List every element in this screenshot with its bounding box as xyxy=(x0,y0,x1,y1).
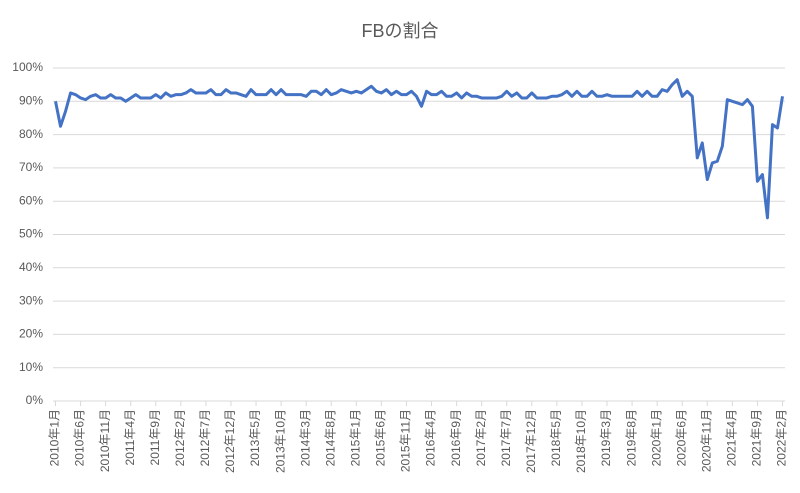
y-tick-label: 70% xyxy=(19,160,43,174)
x-tick-label: 2016年9月 xyxy=(449,409,463,466)
x-tick-label: 2019年8月 xyxy=(624,409,638,466)
y-tick-label: 30% xyxy=(19,293,43,307)
chart-title: FBの割合 xyxy=(361,21,438,41)
x-tick-label: 2019年3月 xyxy=(599,409,613,466)
x-tick-label: 2017年2月 xyxy=(474,409,488,466)
y-tick-label: 90% xyxy=(19,93,43,107)
x-tick-label: 2017年12月 xyxy=(524,409,538,473)
x-tick-label: 2016年4月 xyxy=(424,409,438,466)
x-tick-label: 2010年6月 xyxy=(73,409,87,466)
x-tick-label: 2017年7月 xyxy=(499,409,513,466)
y-tick-label: 50% xyxy=(19,227,43,241)
y-tick-label: 40% xyxy=(19,260,43,274)
y-tick-label: 60% xyxy=(19,193,43,207)
x-tick-label: 2022年2月 xyxy=(775,409,789,466)
x-tick-label: 2011年9月 xyxy=(148,409,162,465)
x-tick-label: 2013年5月 xyxy=(248,409,262,466)
x-tick-label: 2012年2月 xyxy=(173,409,187,466)
data-line xyxy=(54,78,784,220)
x-tick-label: 2021年4月 xyxy=(725,409,739,466)
x-tick-label: 2018年10月 xyxy=(574,409,588,473)
y-tick-label: 10% xyxy=(19,360,43,374)
x-tick-label: 2013年10月 xyxy=(273,409,287,473)
x-tick-label: 2015年1月 xyxy=(349,409,363,466)
x-tick-label: 2015年6月 xyxy=(374,409,388,466)
y-tick-label: 80% xyxy=(19,127,43,141)
x-tick-label: 2021年9月 xyxy=(750,409,764,466)
x-tick-label: 2018年5月 xyxy=(549,409,563,466)
y-tick-label: 100% xyxy=(12,60,43,74)
x-tick-label: 2010年11月 xyxy=(98,409,112,472)
x-tick-label: 2020年1月 xyxy=(649,409,663,466)
x-tick-label: 2015年11月 xyxy=(399,409,413,472)
x-tick-label: 2020年6月 xyxy=(674,409,688,466)
x-tick-label: 2012年7月 xyxy=(198,409,212,466)
x-tick-label: 2020年11月 xyxy=(699,409,713,472)
x-tick-label: 2012年12月 xyxy=(223,409,237,473)
x-tick-label: 2011年4月 xyxy=(123,409,137,465)
x-tick-label: 2014年8月 xyxy=(323,409,337,466)
y-tick-label: 20% xyxy=(19,327,43,341)
y-tick-label: 0% xyxy=(26,393,44,407)
x-tick-label: 2010年1月 xyxy=(48,409,62,466)
x-tick-label: 2014年3月 xyxy=(298,409,312,466)
